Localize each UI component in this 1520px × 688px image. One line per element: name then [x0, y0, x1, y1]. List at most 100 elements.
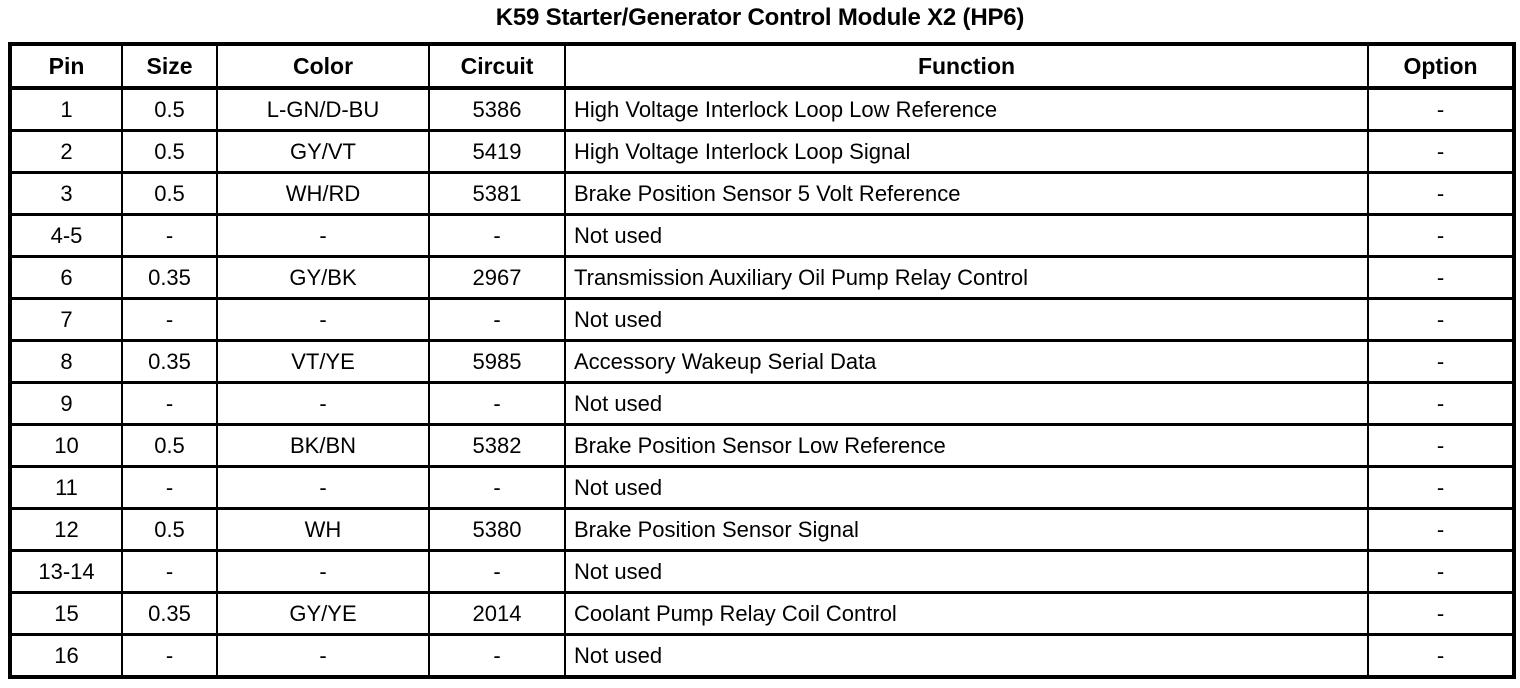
cell-circuit: -	[428, 549, 566, 594]
column-header-option: Option	[1367, 42, 1515, 90]
cell-option: -	[1367, 339, 1515, 384]
table-row: 13-14- - - Not used -	[9, 549, 1515, 594]
cell-function: Not used	[564, 549, 1369, 594]
cell-color: -	[216, 465, 430, 510]
table-row: 9- - - Not used -	[9, 381, 1515, 426]
cell-circuit: 5419	[428, 129, 566, 174]
column-header-circuit: Circuit	[428, 42, 566, 90]
cell-size: 0.5	[121, 423, 218, 468]
cell-pin: 10	[9, 423, 123, 468]
cell-pin: 8	[9, 339, 123, 384]
cell-function: Brake Position Sensor Signal	[564, 507, 1369, 552]
table-row: 11- - - Not used -	[9, 465, 1515, 510]
column-header-pin: Pin	[9, 42, 123, 90]
cell-pin: 3	[9, 171, 123, 216]
cell-pin: 9	[9, 381, 123, 426]
cell-size: 0.5	[121, 171, 218, 216]
table-body: 1 0.5 L-GN/D-BU 5386 High Voltage Interlock …	[9, 86, 1515, 679]
cell-pin: 4-5	[9, 213, 123, 258]
cell-pin: 12	[9, 507, 123, 552]
table-row: 1 0.5 L-GN/D-BU 5386 High Voltage Interlock …	[9, 86, 1515, 132]
cell-function: Transmission Auxiliary Oil Pump Relay Co…	[564, 255, 1369, 300]
cell-function: Brake Position Sensor Low Reference	[564, 423, 1369, 468]
cell-function: Not used	[564, 465, 1369, 510]
table-row: 3 0.5 WH/RD 5381 Brake Position Sensor 5 Vol…	[9, 171, 1515, 216]
cell-function: High Voltage Interlock Loop Signal	[564, 129, 1369, 174]
cell-option: -	[1367, 465, 1515, 510]
table-row: 16- - - Not used -	[9, 633, 1515, 679]
cell-size: 0.5	[121, 507, 218, 552]
cell-color: GY/YE	[216, 591, 430, 636]
cell-function: Not used	[564, 297, 1369, 342]
table-row: 15 0.35 GY/YE 2014 Coolant Pump Relay Coil C…	[9, 591, 1515, 636]
cell-option: -	[1367, 171, 1515, 216]
table-header: Pin Size Color Circuit Function Option	[9, 42, 1515, 90]
cell-color: -	[216, 549, 430, 594]
cell-size: 0.35	[121, 339, 218, 384]
cell-color: L-GN/D-BU	[216, 86, 430, 132]
cell-circuit: 5985	[428, 339, 566, 384]
cell-pin: 7	[9, 297, 123, 342]
cell-color: -	[216, 297, 430, 342]
column-header-color: Color	[216, 42, 430, 90]
table-header-row: Pin Size Color Circuit Function Option	[9, 42, 1515, 90]
cell-option: -	[1367, 255, 1515, 300]
cell-function: Not used	[564, 213, 1369, 258]
cell-option: -	[1367, 381, 1515, 426]
table-row: 8 0.35 VT/YE 5985 Accessory Wakeup Serial Da…	[9, 339, 1515, 384]
cell-size: 0.5	[121, 129, 218, 174]
cell-option: -	[1367, 423, 1515, 468]
cell-function: High Voltage Interlock Loop Low Referenc…	[564, 86, 1369, 132]
cell-size: -	[121, 297, 218, 342]
cell-size: -	[121, 213, 218, 258]
cell-option: -	[1367, 549, 1515, 594]
cell-color: GY/BK	[216, 255, 430, 300]
cell-function: Coolant Pump Relay Coil Control	[564, 591, 1369, 636]
cell-color: VT/YE	[216, 339, 430, 384]
cell-color: WH/RD	[216, 171, 430, 216]
cell-circuit: 5381	[428, 171, 566, 216]
cell-option: -	[1367, 86, 1515, 132]
cell-pin: 13-14	[9, 549, 123, 594]
cell-function: Not used	[564, 633, 1369, 679]
table-row: 6 0.35 GY/BK 2967 Transmission Auxiliary Oil…	[9, 255, 1515, 300]
cell-circuit: 2014	[428, 591, 566, 636]
cell-circuit: -	[428, 213, 566, 258]
cell-size: -	[121, 465, 218, 510]
cell-size: 0.35	[121, 591, 218, 636]
table-row: 4-5- - - Not used -	[9, 213, 1515, 258]
cell-option: -	[1367, 297, 1515, 342]
cell-function: Accessory Wakeup Serial Data	[564, 339, 1369, 384]
cell-pin: 1	[9, 86, 123, 132]
cell-color: GY/VT	[216, 129, 430, 174]
table-row: 2 0.5 GY/VT 5419 High Voltage Interlock Loop…	[9, 129, 1515, 174]
table-row: 12 0.5 WH 5380 Brake Position Sensor Signal -	[9, 507, 1515, 552]
cell-option: -	[1367, 633, 1515, 679]
cell-size: 0.5	[121, 86, 218, 132]
cell-option: -	[1367, 507, 1515, 552]
cell-circuit: -	[428, 297, 566, 342]
cell-size: -	[121, 381, 218, 426]
cell-pin: 6	[9, 255, 123, 300]
pinout-table: Pin Size Color Circuit Function Option 1…	[8, 42, 1516, 679]
cell-pin: 2	[9, 129, 123, 174]
table-row: 10 0.5 BK/BN 5382 Brake Position Sensor Low …	[9, 423, 1515, 468]
table-row: 7- - - Not used -	[9, 297, 1515, 342]
cell-function: Brake Position Sensor 5 Volt Reference	[564, 171, 1369, 216]
page-title: K59 Starter/Generator Control Module X2 …	[495, 4, 1025, 31]
cell-color: -	[216, 633, 430, 679]
cell-pin: 15	[9, 591, 123, 636]
cell-pin: 16	[9, 633, 123, 679]
cell-circuit: 2967	[428, 255, 566, 300]
cell-color: -	[216, 381, 430, 426]
cell-circuit: -	[428, 633, 566, 679]
cell-circuit: -	[428, 381, 566, 426]
cell-size: 0.35	[121, 255, 218, 300]
cell-circuit: 5382	[428, 423, 566, 468]
cell-color: -	[216, 213, 430, 258]
cell-function: Not used	[564, 381, 1369, 426]
cell-color: BK/BN	[216, 423, 430, 468]
cell-size: -	[121, 633, 218, 679]
cell-option: -	[1367, 129, 1515, 174]
